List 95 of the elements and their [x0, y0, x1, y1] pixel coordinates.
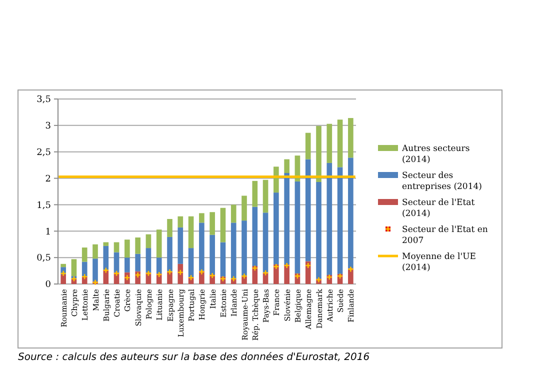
point — [294, 272, 301, 280]
y-tick-label: 3 — [45, 122, 52, 132]
bar — [92, 258, 98, 282]
legend-label: Secteur des entreprises (2014) — [402, 170, 482, 192]
bar — [284, 173, 290, 264]
bar — [262, 180, 268, 213]
bar — [199, 222, 204, 271]
bar — [242, 220, 247, 276]
bar — [167, 218, 172, 237]
legend-label: Autres secteurs (2014) — [401, 144, 470, 165]
bar — [71, 259, 77, 276]
bar — [60, 264, 66, 268]
point — [124, 274, 130, 281]
bar — [103, 246, 109, 270]
point — [60, 270, 66, 277]
bar — [92, 244, 98, 259]
point — [166, 268, 173, 275]
point — [198, 268, 205, 275]
bar — [167, 236, 172, 272]
legend-label: Secteur de l'Etat (2014) — [402, 198, 476, 219]
bar — [337, 167, 343, 274]
bar — [156, 258, 162, 274]
bar — [252, 206, 258, 266]
point — [81, 273, 88, 280]
bar — [316, 126, 322, 182]
bar — [178, 216, 184, 228]
point — [145, 270, 152, 277]
bar — [230, 204, 236, 223]
point — [188, 274, 194, 281]
point — [241, 272, 248, 280]
point — [304, 262, 312, 269]
bar — [348, 118, 354, 158]
point — [70, 276, 78, 282]
point — [134, 272, 141, 278]
y-tick-label: 2 — [45, 174, 51, 184]
y-tick-label: 3,5 — [36, 95, 52, 106]
point — [284, 262, 290, 269]
bar — [284, 159, 290, 173]
bar — [188, 248, 194, 278]
bar — [146, 248, 152, 272]
bar — [305, 261, 311, 284]
legend-label: Secteur de l'Etat en 2007 — [402, 224, 488, 246]
bar — [262, 212, 268, 272]
point — [273, 263, 280, 270]
bar — [305, 132, 311, 160]
point — [156, 271, 162, 278]
bar — [146, 234, 152, 248]
bar — [274, 192, 279, 264]
y-tick-label: 1 — [45, 227, 51, 238]
bar — [326, 162, 332, 276]
source-note: Source : calculs des auteurs sur la base des données d'Eurostat, 2016 — [18, 352, 370, 363]
bar — [178, 227, 184, 264]
bar — [348, 158, 354, 268]
y-tick-label: 0,5 — [36, 254, 52, 264]
point — [102, 267, 110, 274]
point — [177, 269, 184, 276]
bar — [114, 252, 120, 272]
bar — [230, 222, 236, 279]
bar — [326, 124, 332, 163]
bar — [82, 262, 88, 276]
bar — [220, 242, 226, 277]
y-tick-label: 2,5 — [36, 148, 52, 158]
bar — [135, 254, 140, 272]
point — [262, 270, 269, 276]
bar — [305, 159, 311, 262]
bar — [242, 196, 247, 221]
bar — [156, 230, 162, 258]
bar — [337, 120, 343, 168]
bar — [114, 242, 120, 252]
y-tick-label: 1,5 — [36, 200, 52, 211]
bar — [316, 182, 322, 279]
legend-label: Moyenne de l'UE (2014) — [402, 252, 476, 273]
bar — [210, 212, 215, 235]
point — [336, 272, 344, 280]
bar — [274, 264, 279, 284]
point — [326, 274, 333, 280]
bar — [124, 258, 130, 272]
bar — [60, 274, 66, 284]
bar — [199, 213, 204, 223]
bar — [220, 208, 226, 242]
bar — [82, 248, 88, 262]
point — [252, 264, 258, 272]
bar — [188, 216, 194, 248]
bar — [124, 240, 130, 258]
point — [348, 266, 354, 272]
point — [113, 270, 120, 277]
bar — [210, 234, 215, 274]
bar — [294, 181, 300, 274]
bar — [252, 180, 258, 207]
point — [230, 276, 237, 282]
point — [209, 272, 216, 279]
bar — [135, 237, 140, 254]
bar — [103, 242, 109, 246]
bar — [284, 264, 290, 284]
y-tick-label: 0 — [45, 280, 52, 290]
